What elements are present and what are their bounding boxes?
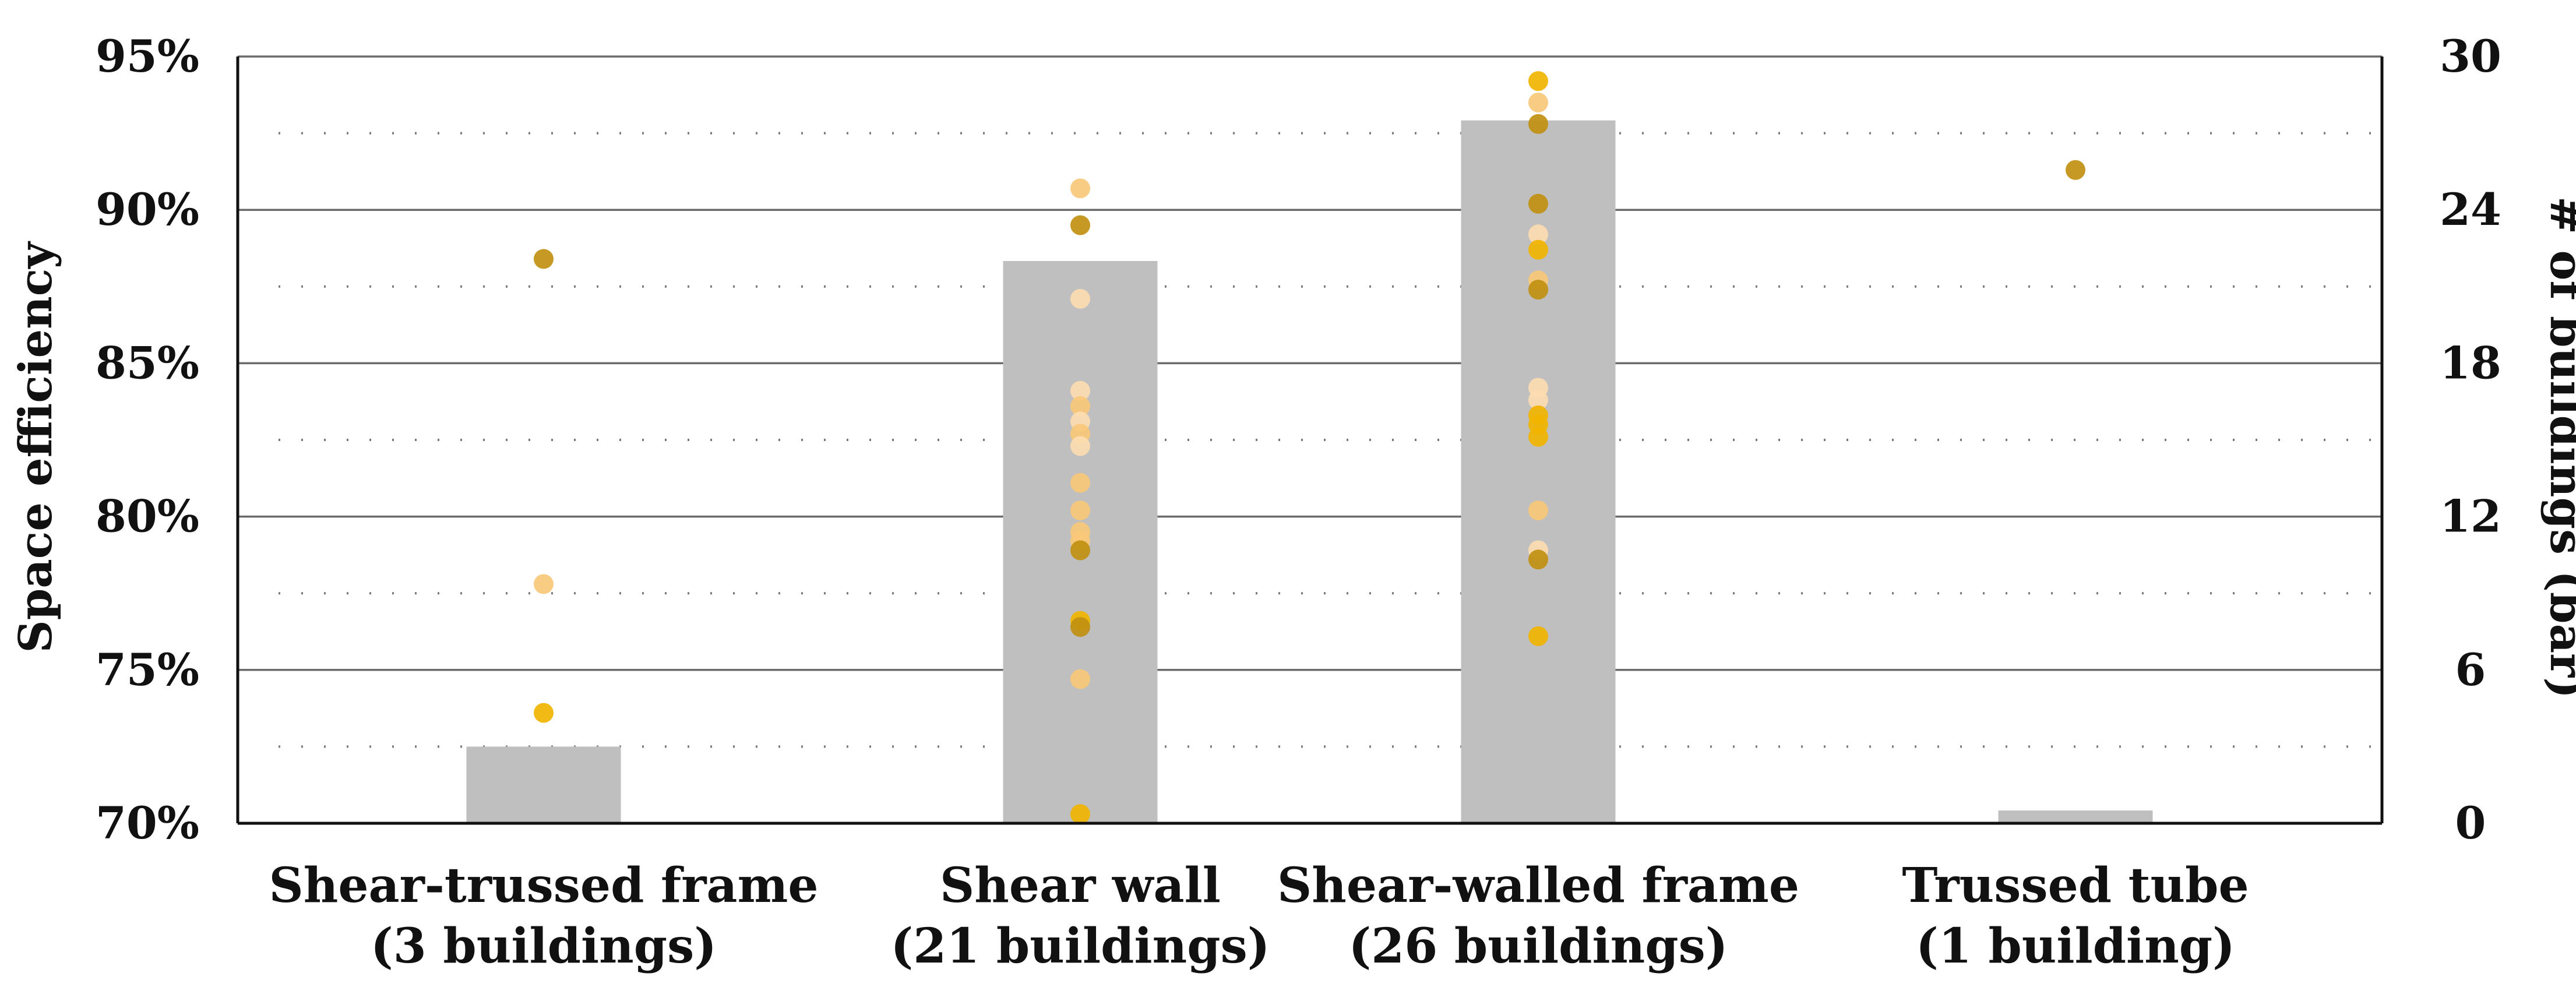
category-label-line1: Shear-walled frame — [1277, 858, 1799, 914]
data-point — [534, 703, 554, 723]
category-label-line2: (1 building) — [1916, 918, 2235, 974]
data-point — [1070, 804, 1090, 824]
data-point — [1528, 549, 1548, 570]
data-point — [1070, 436, 1090, 456]
bar — [466, 746, 621, 823]
data-point — [1070, 617, 1090, 637]
data-point — [1070, 215, 1090, 235]
category-label-line1: Shear wall — [940, 858, 1221, 914]
right-tick-label: 12 — [2440, 491, 2501, 542]
right-tick-labels: 0 6 12 18 24 30 — [2440, 30, 2501, 849]
category-label-line2: (26 buildings) — [1348, 918, 1728, 974]
data-point — [1528, 92, 1548, 112]
category-label-line1: Shear-trussed frame — [269, 858, 819, 914]
bars — [466, 120, 2153, 824]
category-label-line2: (21 buildings) — [890, 918, 1270, 974]
data-point — [1070, 669, 1090, 689]
data-point — [1070, 288, 1090, 309]
data-point — [1528, 426, 1548, 447]
right-tick-label: 30 — [2440, 30, 2501, 82]
category-label-line2: (3 buildings) — [371, 918, 717, 974]
data-point — [1070, 500, 1090, 521]
right-tick-label: 0 — [2455, 797, 2486, 849]
left-tick-label: 90% — [96, 184, 199, 235]
bar — [1998, 810, 2153, 823]
data-point — [534, 249, 554, 269]
data-point — [1070, 473, 1090, 493]
left-tick-label: 75% — [96, 644, 199, 696]
data-point — [1528, 114, 1548, 134]
left-tick-labels: 70% 75% 80% 85% 90% 95% — [96, 30, 199, 849]
left-tick-label: 85% — [96, 337, 199, 389]
right-axis-title: # of buildings (bar) — [2540, 196, 2576, 699]
data-points — [534, 71, 2085, 824]
left-axis-title: Space efficiency — [9, 241, 62, 653]
data-point — [1528, 280, 1548, 300]
data-point — [1528, 193, 1548, 214]
data-point — [1070, 380, 1090, 401]
data-point — [534, 574, 554, 594]
major-gridlines — [238, 55, 2382, 671]
axes — [236, 57, 2384, 825]
data-point — [1528, 71, 1548, 91]
left-tick-label: 95% — [96, 30, 199, 82]
category-label-line1: Trussed tube — [1902, 858, 2249, 914]
data-point — [1528, 626, 1548, 646]
right-tick-label: 18 — [2440, 337, 2501, 389]
data-point — [1070, 396, 1090, 417]
minor-gridlines — [279, 132, 2382, 748]
left-tick-label: 80% — [96, 491, 199, 542]
data-point — [2066, 160, 2085, 180]
data-point — [1528, 224, 1548, 245]
data-point — [1528, 500, 1548, 521]
left-tick-label: 70% — [96, 797, 199, 849]
data-point — [1070, 540, 1090, 561]
category-labels: Shear-trussed frame(3 buildings) Shear wa… — [269, 858, 2249, 974]
data-point — [1528, 239, 1548, 260]
right-tick-label: 24 — [2440, 184, 2501, 235]
data-point — [1528, 390, 1548, 410]
data-point — [1070, 178, 1090, 199]
right-tick-label: 6 — [2455, 644, 2486, 696]
